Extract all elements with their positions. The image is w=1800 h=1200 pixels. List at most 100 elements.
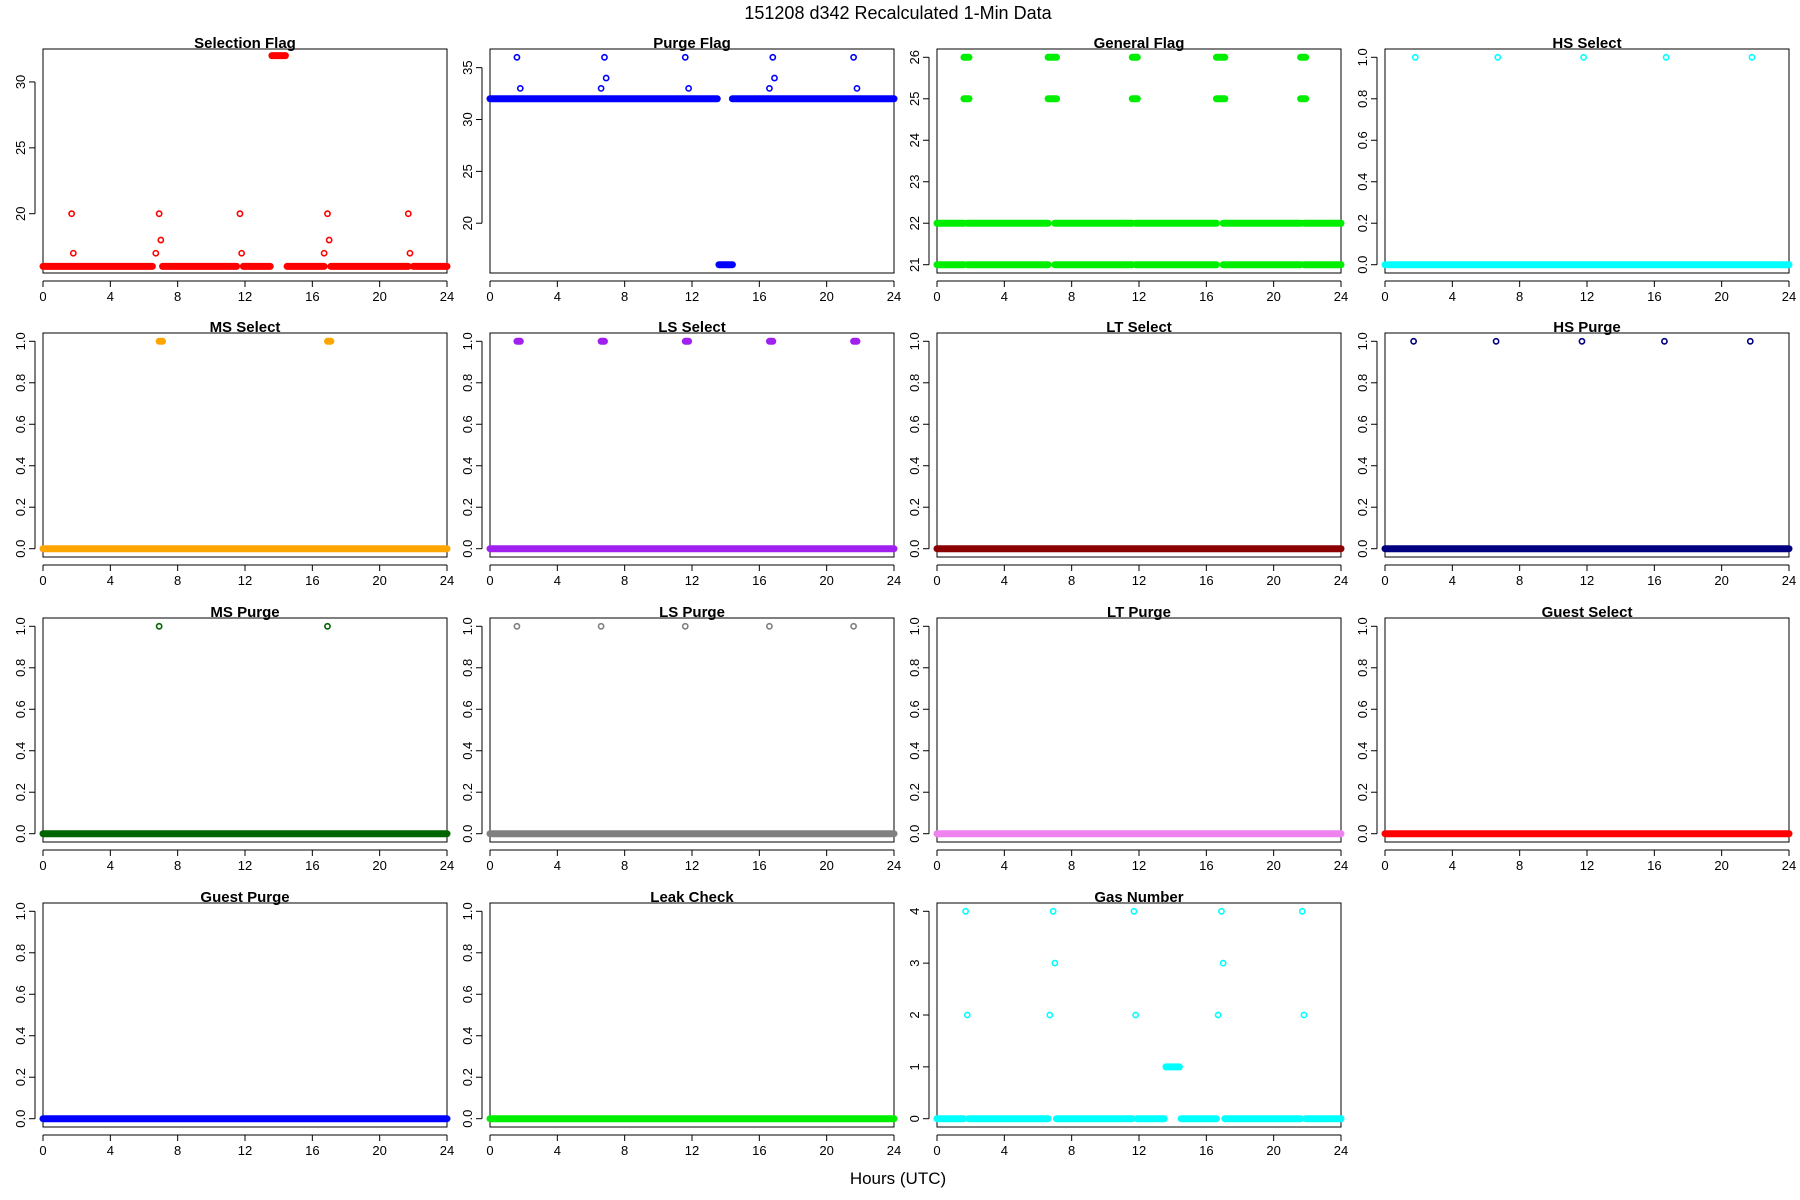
data-point bbox=[1492, 337, 1500, 345]
x-tick-label: 12 bbox=[1132, 858, 1146, 873]
y-tick-label: 0.6 bbox=[13, 415, 28, 433]
panel-purge-flag: Purge Flag 0 4 8 12 16 20 24 20 25 30 35 bbox=[460, 35, 901, 304]
data-point bbox=[152, 249, 160, 257]
x-tick-label: 12 bbox=[685, 1143, 699, 1158]
y-tick-label: 0.0 bbox=[13, 1110, 28, 1128]
plot-frame bbox=[936, 617, 1342, 843]
data-point bbox=[681, 53, 689, 61]
x-tick-label: 24 bbox=[440, 1143, 454, 1158]
data-point bbox=[325, 236, 333, 244]
plot-frame bbox=[936, 902, 1342, 1128]
x-tick-label: 0 bbox=[1381, 858, 1388, 873]
x-tick-label: 8 bbox=[1516, 573, 1523, 588]
y-tick-label: 1.0 bbox=[1355, 332, 1370, 350]
panel-hs-purge: HS Purge 0 4 8 12 16 20 24 0.0 0.2 0.4 0.6 0.8 1.0 bbox=[1355, 319, 1796, 588]
plot-frame bbox=[42, 902, 448, 1128]
data-point bbox=[1214, 1011, 1222, 1019]
x-tick-label: 8 bbox=[1068, 858, 1075, 873]
x-tick-label: 20 bbox=[1266, 858, 1280, 873]
panel-ms-select: MS Select 0 4 8 12 16 20 24 0.0 0.2 0.4 0.6 0.8 1.0 bbox=[13, 319, 454, 588]
data-point bbox=[1411, 53, 1419, 61]
data-point bbox=[1746, 337, 1754, 345]
panel-hs-select: HS Select 0 4 8 12 16 20 24 0.0 0.2 0.4 0.6 0.8 1.0 bbox=[1355, 35, 1796, 304]
x-tick-label: 12 bbox=[238, 573, 252, 588]
y-tick-label: 0.4 bbox=[13, 1027, 28, 1045]
panel-title: Selection Flag bbox=[194, 35, 296, 52]
x-tick-label: 20 bbox=[1714, 289, 1728, 304]
y-tick-label: 1.0 bbox=[13, 902, 28, 920]
data-point bbox=[236, 210, 244, 218]
x-tick-label: 20 bbox=[1266, 573, 1280, 588]
x-tick-label: 4 bbox=[1449, 289, 1456, 304]
y-tick-label: 30 bbox=[13, 75, 28, 89]
x-tick-label: 16 bbox=[1199, 1143, 1213, 1158]
plot-frame bbox=[1384, 48, 1790, 274]
x-tick-label: 16 bbox=[1647, 289, 1661, 304]
x-tick-label: 8 bbox=[1516, 289, 1523, 304]
x-tick-label: 20 bbox=[372, 1143, 386, 1158]
y-tick-label: 20 bbox=[460, 216, 475, 230]
data-point bbox=[681, 622, 689, 630]
data-point bbox=[155, 622, 163, 630]
data-point bbox=[1218, 907, 1225, 915]
data-point bbox=[850, 622, 857, 630]
panel-title: LS Purge bbox=[659, 604, 725, 621]
data-point bbox=[597, 85, 605, 92]
data-point bbox=[601, 53, 608, 61]
x-tick-label: 8 bbox=[621, 1143, 628, 1158]
y-tick-label: 0.0 bbox=[13, 825, 28, 843]
y-tick-label: 0.4 bbox=[1355, 457, 1370, 475]
data-point bbox=[962, 907, 970, 915]
y-tick-label: 0.8 bbox=[13, 374, 28, 392]
y-tick-label: 0.8 bbox=[460, 374, 475, 392]
x-tick-label: 24 bbox=[1782, 573, 1796, 588]
data-point bbox=[516, 85, 524, 92]
x-tick-label: 24 bbox=[1334, 1143, 1348, 1158]
y-tick-label: 0.0 bbox=[13, 540, 28, 558]
panel-guest-select: Guest Select 0 4 8 12 16 20 24 0.0 0.2 0.4 0.6 0.8 1.… bbox=[1355, 604, 1796, 873]
x-tick-label: 20 bbox=[1714, 573, 1728, 588]
panel-guest-purge: Guest Purge 0 4 8 12 16 20 24 0.0 0.2 0.4 0.6 0.8 1.0 bbox=[13, 889, 454, 1158]
data-point bbox=[406, 249, 414, 257]
x-tick-label: 0 bbox=[933, 1143, 940, 1158]
x-tick-label: 4 bbox=[107, 289, 114, 304]
panel-ls-select: LS Select 0 4 8 12 16 20 24 0.0 0.2 0.4 0.6 0.8 1.0 bbox=[460, 319, 901, 588]
x-tick-label: 24 bbox=[887, 289, 901, 304]
y-tick-label: 0.0 bbox=[907, 540, 922, 558]
y-tick-label: 22 bbox=[907, 216, 922, 230]
panel-title: HS Select bbox=[1552, 35, 1621, 52]
plot-frame bbox=[936, 332, 1342, 558]
x-tick-label: 12 bbox=[1132, 1143, 1146, 1158]
data-point bbox=[685, 85, 693, 92]
plot-frame bbox=[42, 617, 448, 843]
data-point bbox=[1046, 1011, 1054, 1019]
x-tick-label: 8 bbox=[1068, 289, 1075, 304]
x-tick-label: 16 bbox=[1199, 573, 1213, 588]
plot-frame bbox=[42, 48, 448, 274]
y-tick-label: 1 bbox=[907, 1063, 922, 1070]
x-tick-label: 16 bbox=[305, 858, 319, 873]
panel-title: Guest Select bbox=[1542, 604, 1633, 621]
figure-xlabel: Hours (UTC) bbox=[850, 1169, 946, 1188]
x-tick-label: 16 bbox=[1647, 858, 1661, 873]
x-tick-label: 24 bbox=[440, 573, 454, 588]
x-tick-label: 4 bbox=[1449, 858, 1456, 873]
y-tick-label: 25 bbox=[460, 164, 475, 178]
y-tick-label: 0.2 bbox=[1355, 783, 1370, 801]
x-tick-label: 24 bbox=[440, 858, 454, 873]
y-tick-label: 1.0 bbox=[907, 332, 922, 350]
y-tick-label: 0.0 bbox=[907, 825, 922, 843]
x-tick-label: 4 bbox=[554, 289, 561, 304]
x-tick-label: 0 bbox=[39, 858, 46, 873]
x-tick-label: 0 bbox=[933, 573, 940, 588]
plot-frame bbox=[42, 332, 448, 558]
x-tick-label: 4 bbox=[107, 573, 114, 588]
y-tick-label: 0.6 bbox=[460, 700, 475, 718]
panel-title: General Flag bbox=[1094, 35, 1185, 52]
y-tick-label: 0.6 bbox=[907, 415, 922, 433]
data-point bbox=[68, 210, 76, 218]
y-tick-label: 0.8 bbox=[907, 659, 922, 677]
x-tick-label: 8 bbox=[174, 573, 181, 588]
x-tick-label: 0 bbox=[486, 289, 493, 304]
x-tick-label: 4 bbox=[107, 858, 114, 873]
